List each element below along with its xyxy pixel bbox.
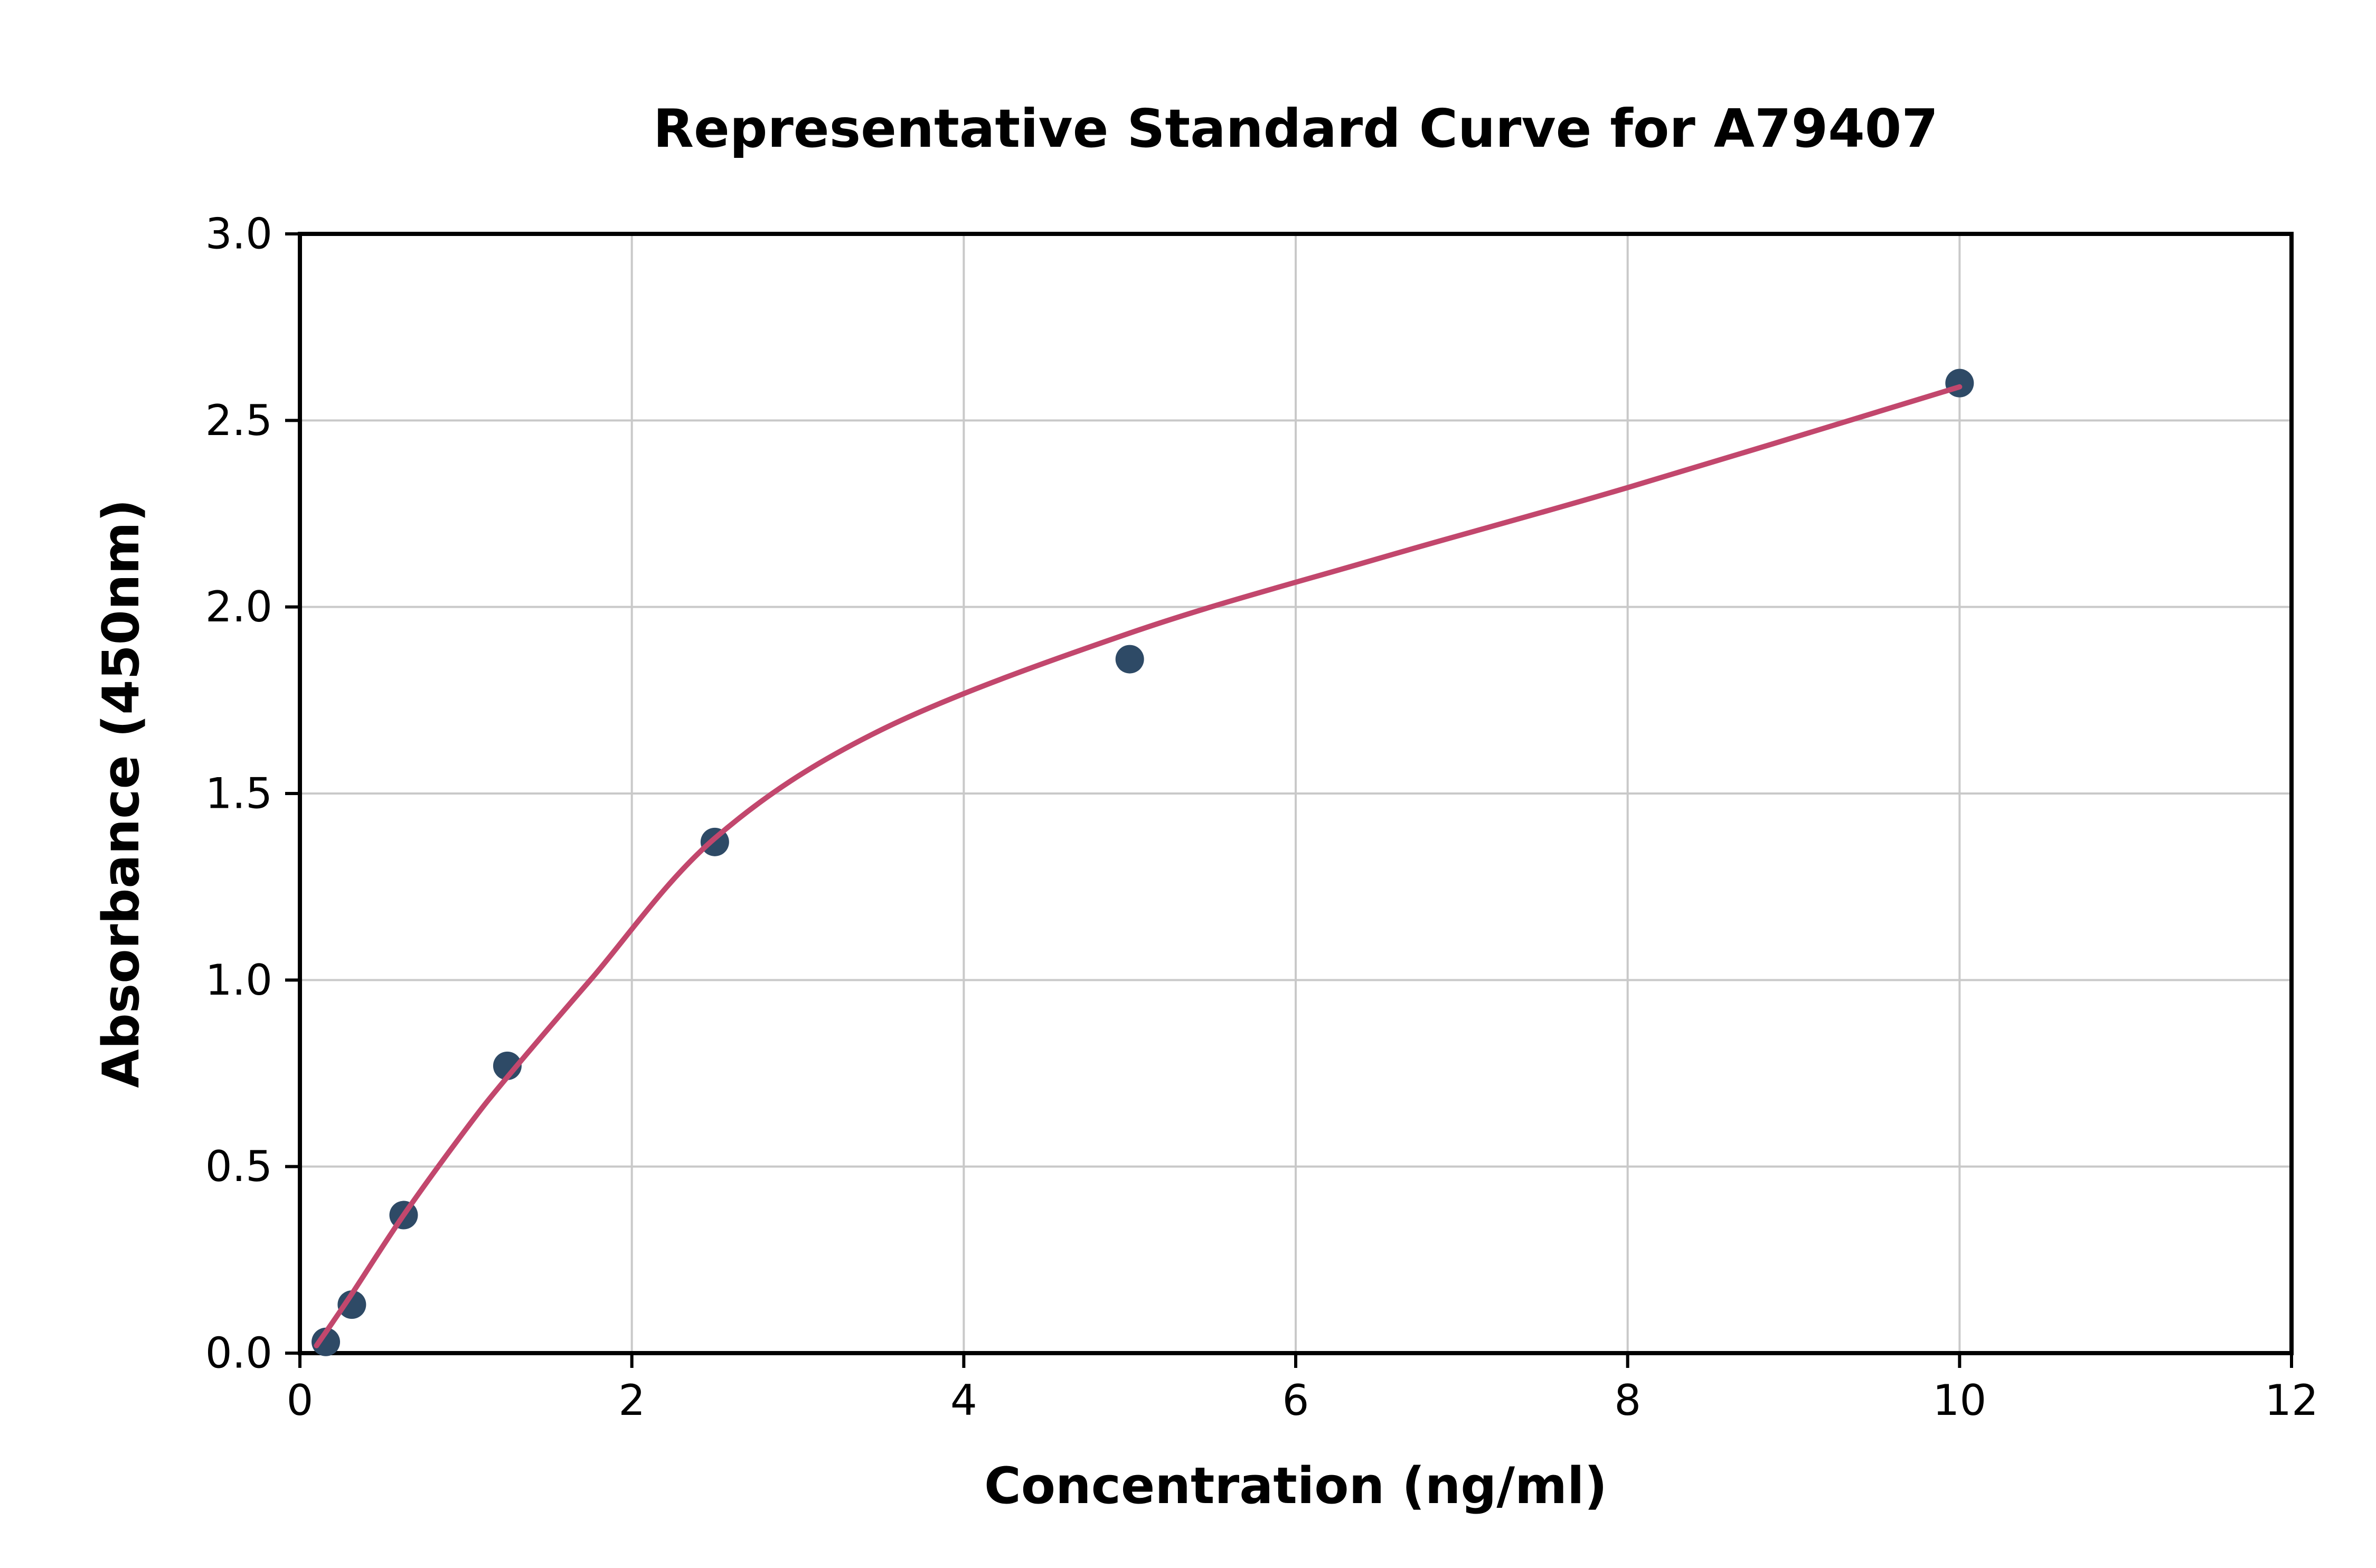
axis-tick-labels: 0 2 4 6 8 10 12 0.0 0.5 1.0 1.5 2.0 2.5 3.0: [205, 210, 2318, 1425]
data-point: [1115, 645, 1144, 674]
y-tick-label: 2.5: [205, 396, 272, 445]
x-axis-label: Concentration (ng/ml): [984, 1457, 1608, 1515]
standard-points: [312, 369, 1974, 1356]
y-tick-label: 0.0: [205, 1329, 272, 1378]
chart-title: Representative Standard Curve for A79407: [653, 98, 1938, 159]
fit-curve: [314, 384, 1963, 1348]
data-point: [312, 1327, 341, 1356]
gridlines: [300, 234, 2293, 1353]
data-point: [337, 1290, 366, 1319]
x-tick-label: 12: [2265, 1376, 2318, 1425]
y-tick-label: 1.0: [205, 956, 272, 1005]
x-tick-label: 2: [618, 1376, 645, 1425]
axis-ticks: [285, 232, 2293, 1368]
x-tick-label: 8: [1614, 1376, 1641, 1425]
data-point: [1945, 369, 1974, 398]
x-tick-label: 0: [287, 1376, 314, 1425]
y-tick-label: 1.5: [205, 769, 272, 818]
x-tick-label: 6: [1283, 1376, 1309, 1425]
y-tick-label: 2.0: [205, 582, 272, 631]
x-tick-label: 10: [1932, 1376, 1986, 1425]
x-tick-label: 4: [950, 1376, 977, 1425]
y-tick-label: 3.0: [205, 210, 272, 259]
y-tick-label: 0.5: [205, 1142, 272, 1191]
data-point: [493, 1051, 522, 1080]
